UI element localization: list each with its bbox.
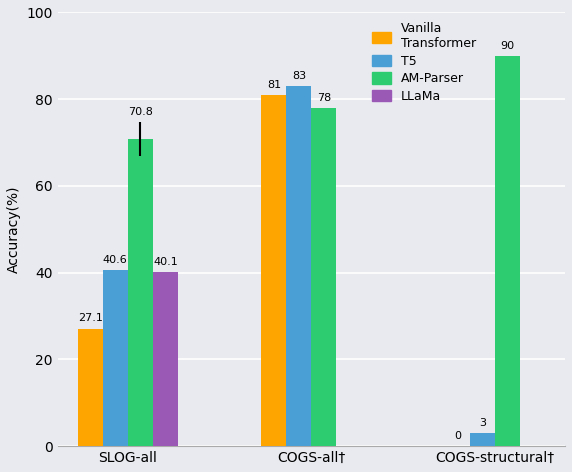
Bar — [153, 272, 178, 446]
Bar — [495, 56, 520, 446]
Y-axis label: Accuracy(%): Accuracy(%) — [7, 185, 21, 273]
Text: 0: 0 — [454, 431, 461, 441]
Bar — [470, 433, 495, 446]
Bar — [311, 108, 336, 446]
Bar — [78, 329, 103, 446]
Legend: Vanilla
Transformer, T5, AM-Parser, LLaMa: Vanilla Transformer, T5, AM-Parser, LLaM… — [368, 19, 480, 106]
Bar — [128, 139, 153, 446]
Text: 27.1: 27.1 — [78, 313, 103, 323]
Text: 90: 90 — [500, 41, 515, 51]
Bar — [287, 86, 311, 446]
Text: 83: 83 — [292, 71, 306, 81]
Text: 3: 3 — [479, 418, 486, 428]
Text: 40.1: 40.1 — [153, 257, 178, 267]
Text: 40.6: 40.6 — [103, 255, 128, 265]
Bar — [103, 270, 128, 446]
Text: 78: 78 — [317, 93, 331, 103]
Bar — [261, 95, 287, 446]
Text: 81: 81 — [267, 80, 281, 90]
Text: 70.8: 70.8 — [128, 107, 153, 117]
